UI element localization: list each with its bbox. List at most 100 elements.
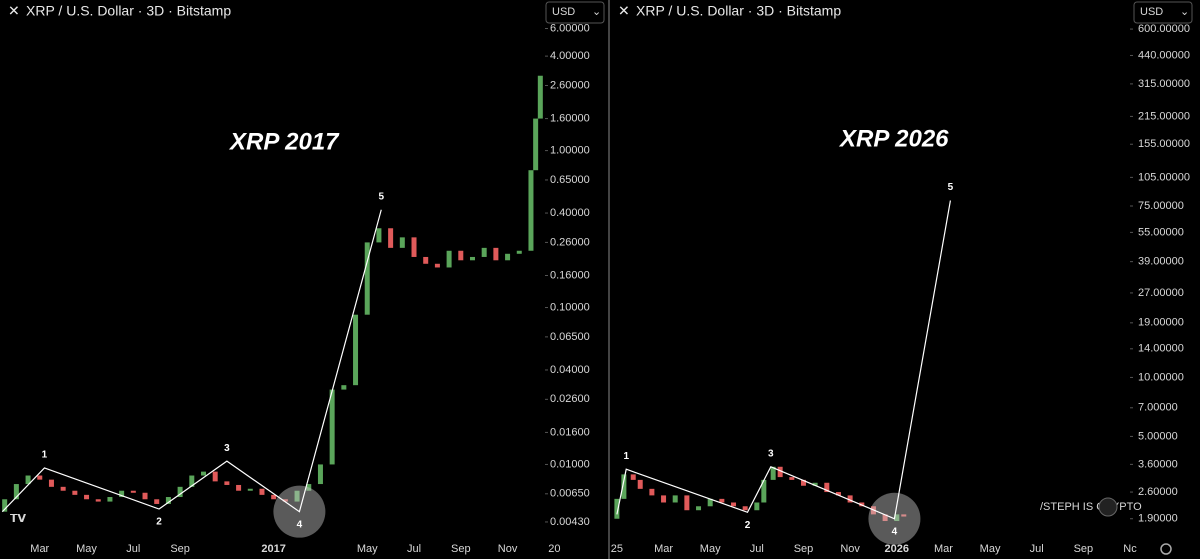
y-tick-label: 215.00000	[1138, 110, 1190, 122]
x-tick-label: 25	[611, 543, 623, 555]
candle	[754, 502, 760, 511]
y-tick-label: 27.00000	[1138, 287, 1184, 299]
y-tick-label: 7.00000	[1138, 402, 1178, 414]
candle	[707, 498, 713, 507]
candle	[282, 499, 288, 502]
wave-label: 5	[378, 191, 384, 202]
candle	[119, 490, 125, 498]
y-tick-label: 1.00000	[550, 145, 590, 157]
candle	[142, 492, 148, 500]
x-tick-label: Mar	[30, 543, 49, 555]
candle	[72, 490, 78, 495]
y-tick-label: 155.00000	[1138, 138, 1190, 150]
x-tick-label: Sep	[451, 543, 471, 555]
candle	[107, 497, 113, 502]
candle	[306, 484, 312, 491]
candle	[212, 471, 218, 482]
watermark: /STEPH IS CRYPTO	[1040, 501, 1142, 513]
candle	[329, 389, 335, 465]
candle	[317, 464, 323, 485]
wave-line	[616, 200, 952, 520]
wave-line	[1, 209, 382, 513]
y-tick-label: 0.00430	[550, 516, 590, 528]
candle	[770, 466, 776, 480]
candle	[48, 479, 54, 487]
x-tick-label: Mar	[654, 543, 673, 555]
y-tick-label: 0.26000	[550, 236, 590, 248]
candle	[399, 237, 405, 248]
candle	[95, 499, 101, 502]
x-tick-label: Jul	[407, 543, 421, 555]
candle	[200, 471, 206, 476]
candle	[411, 237, 417, 257]
candle	[528, 170, 534, 251]
x-tick-label: Jul	[1030, 543, 1044, 555]
settings-icon[interactable]	[1160, 543, 1172, 555]
y-tick-label: 315.00000	[1138, 78, 1190, 90]
candle	[630, 474, 636, 480]
candle	[742, 506, 748, 511]
candle	[2, 499, 8, 512]
candle	[84, 494, 90, 500]
candle	[458, 250, 464, 261]
y-tick-label: 2.60000	[550, 79, 590, 91]
y-tick-label: 0.10000	[550, 301, 590, 313]
candle	[847, 495, 853, 503]
candle	[777, 466, 783, 478]
x-tick-label: Mar	[934, 543, 953, 555]
annotation: XRP 2017	[228, 128, 340, 155]
candle	[353, 314, 359, 386]
candle	[901, 514, 907, 517]
candle	[882, 514, 888, 522]
candle	[341, 385, 347, 390]
symbol-title: XRP / U.S. Dollar · 3D · Bitstamp	[26, 3, 231, 19]
close-icon[interactable]: ✕	[618, 3, 630, 19]
candle	[637, 479, 643, 489]
x-tick-label: Nov	[840, 543, 860, 555]
x-tick-label: Jul	[126, 543, 140, 555]
y-tick-label: 0.40000	[550, 207, 590, 219]
candle	[684, 495, 690, 511]
annotation: XRP 2026	[838, 125, 949, 152]
candle	[25, 475, 31, 485]
candle	[130, 490, 136, 493]
symbol-title: XRP / U.S. Dollar · 3D · Bitstamp	[636, 3, 841, 19]
y-tick-label: 0.04000	[550, 364, 590, 376]
y-tick-label: 0.01600	[550, 426, 590, 438]
candle	[649, 488, 655, 496]
candle	[614, 498, 620, 519]
y-tick-label: 5.00000	[1138, 430, 1178, 442]
y-tick-label: 1.60000	[550, 112, 590, 124]
x-tick-label: 2026	[885, 543, 909, 555]
x-tick-label: Jul	[750, 543, 764, 555]
x-tick-label: Nc	[1123, 543, 1137, 555]
wave-label: 4	[892, 526, 898, 537]
candle	[423, 256, 429, 264]
y-tick-label: 6.00000	[550, 22, 590, 34]
candle	[505, 253, 511, 261]
candle	[60, 486, 66, 491]
candle	[236, 484, 242, 491]
y-tick-label: 10.00000	[1138, 371, 1184, 383]
candle	[165, 497, 171, 504]
candle	[376, 228, 382, 243]
y-tick-label: 0.01000	[550, 458, 590, 470]
currency-select[interactable]	[545, 1, 605, 24]
candle	[247, 488, 253, 491]
candle	[37, 475, 43, 480]
y-tick-label: 440.00000	[1138, 49, 1190, 61]
x-tick-label: May	[980, 543, 1001, 555]
candle	[177, 486, 183, 498]
candle	[13, 484, 19, 500]
x-tick-label: Sep	[170, 543, 190, 555]
candle	[719, 498, 725, 503]
chevron: ⌄	[1180, 6, 1189, 18]
close-icon[interactable]: ✕	[8, 3, 20, 19]
candle	[621, 474, 627, 499]
y-tick-label: 2.60000	[1138, 486, 1178, 498]
currency-select[interactable]	[1133, 1, 1193, 24]
wave-label: 3	[768, 448, 774, 459]
candle	[469, 256, 475, 261]
x-tick-label: May	[76, 543, 97, 555]
